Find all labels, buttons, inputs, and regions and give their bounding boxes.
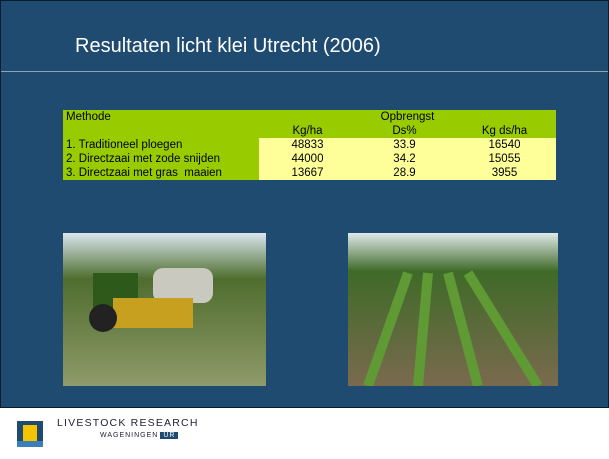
value-cell: 34.2 [356, 152, 453, 166]
divider [1, 71, 608, 72]
column-header: Kg/ha [259, 124, 356, 138]
value-cell: 33.9 [356, 138, 453, 152]
method-cell: 2. Directzaai met zode snijden [63, 152, 259, 166]
value-cell: 28.9 [356, 166, 453, 180]
org-sub-text: WAGENINGEN [100, 432, 158, 439]
value-cell: 13667 [259, 166, 356, 180]
slide: Resultaten licht klei Utrecht (2006) Met… [0, 0, 609, 408]
column-header: Kg ds/ha [453, 124, 556, 138]
photo-tractor [63, 233, 266, 386]
org-name: LIVESTOCK RESEARCH [57, 417, 199, 429]
header-cell [63, 124, 259, 138]
org-ur: UR [160, 432, 178, 439]
value-cell: 15055 [453, 152, 556, 166]
header-cell: Opbrengst [259, 110, 556, 124]
value-cell: 48833 [259, 138, 356, 152]
title: Resultaten licht klei Utrecht (2006) [75, 35, 381, 58]
value-cell: 44000 [259, 152, 356, 166]
header-cell: Methode [63, 110, 259, 124]
logo-icon [17, 421, 43, 447]
method-cell: 3. Directzaai met gras maaien [63, 166, 259, 180]
column-header: Ds% [356, 124, 453, 138]
value-cell: 16540 [453, 138, 556, 152]
photo-maize [348, 233, 558, 386]
value-cell: 3955 [453, 166, 556, 180]
method-cell: 1. Traditioneel ploegen [63, 138, 259, 152]
page: Resultaten licht klei Utrecht (2006) Met… [0, 0, 609, 459]
